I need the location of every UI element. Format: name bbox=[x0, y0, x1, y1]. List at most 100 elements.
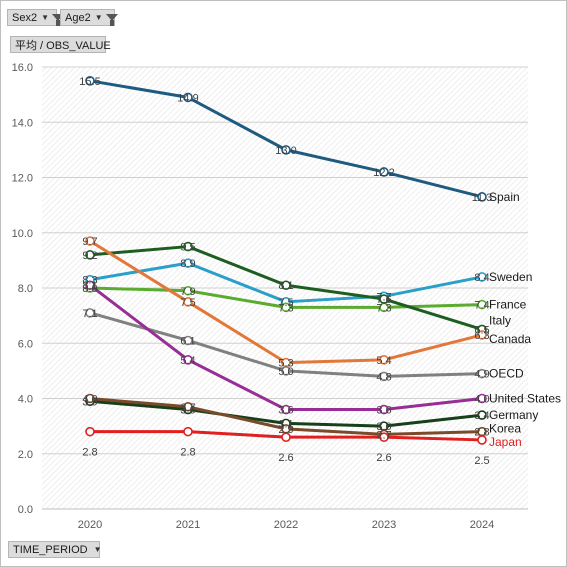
y-tick-label: 10.0 bbox=[12, 228, 33, 240]
data-label-korea: 3.7 bbox=[180, 402, 195, 414]
value-field-button[interactable]: 平均 / OBS_VALUE bbox=[10, 36, 111, 53]
data-label-spain: 11.3 bbox=[472, 192, 493, 204]
data-point-japan bbox=[379, 432, 389, 442]
data-point-germany bbox=[477, 410, 487, 420]
series-name-japan: Japan bbox=[489, 435, 522, 449]
data-point-canada bbox=[379, 355, 389, 365]
y-tick-label: 8.0 bbox=[18, 283, 33, 295]
y-tick-label: 6.0 bbox=[18, 338, 33, 350]
data-label-japan: 2.8 bbox=[82, 447, 97, 459]
data-label-sweden: 8.4 bbox=[474, 272, 489, 284]
series-name-korea: Korea bbox=[489, 422, 521, 436]
data-point-japan bbox=[281, 432, 291, 442]
data-label-germany: 3.0 bbox=[376, 421, 391, 433]
dropdown-arrow-icon: ▼ bbox=[94, 13, 103, 22]
series-name-sweden: Sweden bbox=[489, 270, 532, 284]
data-point-spain bbox=[281, 145, 291, 155]
data-label-korea: 4.0 bbox=[82, 394, 97, 406]
y-tick-label: 14.0 bbox=[12, 117, 33, 129]
data-point-canada bbox=[183, 297, 193, 307]
data-point-united-states bbox=[379, 404, 389, 415]
data-label-france: 7.3 bbox=[376, 302, 391, 314]
data-point-oecd bbox=[85, 308, 95, 318]
data-point-korea bbox=[85, 393, 95, 404]
data-label-korea: 2.9 bbox=[278, 424, 293, 436]
sex-filter-button[interactable]: Sex2 ▼ bbox=[7, 9, 64, 26]
value-field-label: 平均 / OBS_VALUE bbox=[15, 39, 111, 52]
data-label-japan: 2.8 bbox=[180, 447, 195, 459]
data-label-italy: 7.6 bbox=[376, 294, 391, 306]
data-point-france bbox=[477, 299, 487, 310]
data-point-japan bbox=[85, 426, 95, 437]
series-name-italy: Italy bbox=[489, 313, 511, 327]
data-label-sweden: 7.5 bbox=[278, 297, 293, 309]
data-label-france: 7.3 bbox=[278, 302, 293, 314]
data-label-united-states: 5.4 bbox=[180, 355, 195, 367]
data-point-canada bbox=[85, 236, 95, 246]
data-point-oecd bbox=[183, 335, 193, 346]
data-label-korea: 2.8 bbox=[474, 427, 489, 439]
data-label-canada: 6.3 bbox=[474, 330, 489, 342]
series-name-germany: Germany bbox=[489, 408, 538, 422]
data-label-italy: 8.1 bbox=[278, 280, 293, 292]
series-name-oecd: OECD bbox=[489, 367, 524, 381]
data-label-canada: 9.7 bbox=[82, 236, 97, 248]
data-label-germany: 3.6 bbox=[180, 405, 195, 417]
data-label-canada: 5.4 bbox=[376, 355, 391, 367]
data-label-united-states: 8.1 bbox=[82, 280, 97, 292]
data-label-japan: 2.5 bbox=[474, 455, 489, 467]
time-period-button[interactable]: TIME_PERIOD ▼ bbox=[8, 541, 102, 558]
data-point-united-states bbox=[85, 280, 95, 291]
time-period-label: TIME_PERIOD bbox=[13, 543, 88, 556]
series-name-spain: Spain bbox=[489, 190, 520, 204]
data-point-oecd bbox=[281, 366, 291, 376]
data-label-korea: 2.7 bbox=[376, 429, 391, 441]
data-point-italy bbox=[379, 294, 389, 304]
data-point-sweden bbox=[183, 258, 193, 268]
y-tick-label: 0.0 bbox=[18, 504, 33, 516]
data-point-united-states bbox=[477, 393, 487, 404]
data-point-spain bbox=[183, 92, 193, 103]
y-tick-label: 16.0 bbox=[12, 62, 33, 74]
data-point-canada bbox=[477, 330, 487, 340]
data-point-italy bbox=[281, 280, 291, 291]
data-label-japan: 2.6 bbox=[376, 452, 391, 464]
x-tick-label: 2024 bbox=[470, 519, 494, 531]
data-point-sweden bbox=[477, 272, 487, 282]
data-label-canada: 7.5 bbox=[180, 297, 195, 309]
data-point-italy bbox=[85, 250, 95, 260]
data-point-spain bbox=[85, 76, 95, 86]
filter-funnel-icon bbox=[52, 14, 64, 26]
x-tick-label: 2021 bbox=[176, 519, 200, 531]
series-name-united-states: United States bbox=[489, 392, 561, 406]
data-point-oecd bbox=[379, 371, 389, 382]
data-label-spain: 14.9 bbox=[177, 92, 198, 104]
data-point-france bbox=[281, 302, 291, 313]
data-label-sweden: 8.3 bbox=[82, 275, 97, 287]
data-label-sweden: 7.7 bbox=[376, 291, 391, 303]
data-label-italy: 9.5 bbox=[180, 242, 195, 254]
data-point-united-states bbox=[281, 404, 291, 415]
data-label-united-states: 3.6 bbox=[376, 405, 391, 417]
data-label-spain: 12.2 bbox=[373, 167, 394, 179]
data-label-oecd: 5.0 bbox=[278, 366, 293, 378]
data-label-germany: 3.1 bbox=[278, 418, 293, 430]
data-label-france: 7.9 bbox=[180, 286, 195, 298]
data-label-italy: 6.5 bbox=[474, 324, 489, 336]
data-label-united-states: 4.0 bbox=[474, 394, 489, 406]
data-point-japan bbox=[183, 426, 193, 437]
dropdown-arrow-icon: ▼ bbox=[41, 13, 49, 22]
data-label-germany: 3.4 bbox=[474, 410, 489, 422]
data-label-france: 8.0 bbox=[82, 283, 97, 295]
data-label-italy: 9.2 bbox=[82, 250, 97, 262]
data-label-france: 7.4 bbox=[474, 300, 489, 312]
x-tick-label: 2022 bbox=[274, 519, 298, 531]
data-point-japan bbox=[477, 435, 487, 445]
data-label-germany: 3.9 bbox=[82, 396, 97, 408]
data-label-united-states: 3.6 bbox=[278, 405, 293, 417]
data-point-italy bbox=[183, 241, 193, 252]
data-point-spain bbox=[379, 167, 389, 177]
age-filter-button[interactable]: Age2 ▼ bbox=[60, 9, 118, 26]
x-tick-label: 2020 bbox=[78, 519, 102, 531]
